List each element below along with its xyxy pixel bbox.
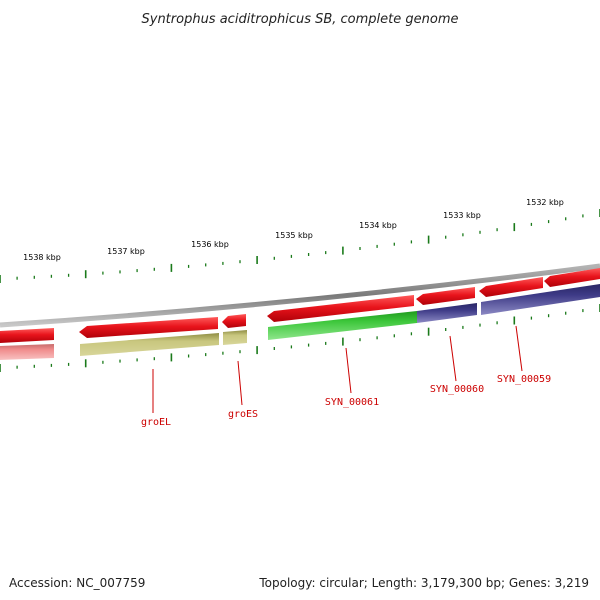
ruler-label-1537: 1537 kbp (107, 247, 145, 256)
cds-SYN_00059 (481, 284, 600, 315)
gene-label-groEL: groEL (141, 417, 171, 428)
forward-gene-1 (0, 328, 54, 343)
map-title: Syntrophus aciditrophicus SB, complete g… (142, 12, 459, 27)
forward-strand-genes (0, 268, 600, 343)
gene-label-SYN_00060: SYN_00060 (430, 384, 484, 395)
cds-groES (223, 330, 247, 345)
cds-groEL (80, 333, 219, 356)
leader-SYN_00059 (515, 325, 523, 372)
gene-labels: groEL groES SYN_00061 SYN_00060 SYN_0005… (141, 374, 551, 428)
ruler-label-1535: 1535 kbp (275, 231, 313, 240)
ruler-label-1536: 1536 kbp (191, 240, 229, 249)
forward-gene-groEL (79, 317, 218, 338)
genome-backbone (0, 263, 600, 328)
ruler-label-1533: 1533 kbp (443, 211, 481, 220)
cds-SYN_00061 (268, 311, 417, 340)
ruler-labels: 1538 kbp 1537 kbp 1536 kbp 1535 kbp 1534… (23, 198, 564, 262)
outer-ruler-ticks (0, 209, 600, 283)
forward-gene-groES (222, 314, 246, 328)
gene-label-groES: groES (228, 409, 258, 420)
inner-ruler-ticks (0, 304, 600, 372)
ruler-label-1532: 1532 kbp (526, 198, 564, 207)
leader-SYN_00061 (345, 347, 352, 394)
gene-label-SYN_00059: SYN_00059 (497, 374, 551, 385)
genome-summary-text: Topology: circular; Length: 3,179,300 bp… (259, 576, 589, 590)
forward-gene-SYN_00061 (267, 295, 414, 322)
accession-text: Accession: NC_007759 (9, 576, 146, 590)
cds-SYN_00060 (417, 303, 477, 323)
forward-gene-7 (544, 268, 600, 287)
cds-track (0, 284, 600, 360)
forward-gene-SYN_00060 (416, 287, 475, 305)
gene-label-lines (152, 325, 523, 413)
forward-gene-SYN_00059 (479, 277, 543, 297)
cds-pink (0, 344, 54, 360)
leader-groES (237, 360, 243, 406)
leader-SYN_00060 (449, 335, 457, 382)
gene-label-SYN_00061: SYN_00061 (325, 397, 379, 408)
ruler-label-1534: 1534 kbp (359, 221, 397, 230)
ruler-label-1538: 1538 kbp (23, 253, 61, 262)
